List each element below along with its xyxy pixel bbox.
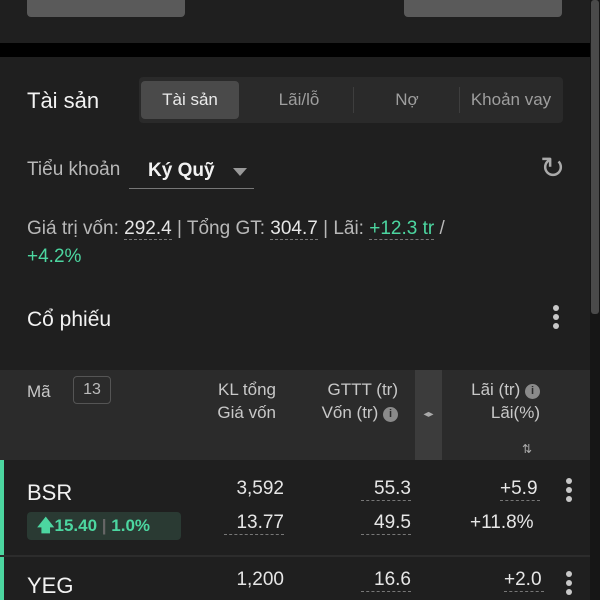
profit-percent: +4.2%	[27, 246, 82, 267]
sort-icon[interactable]: ⇅	[522, 442, 533, 456]
table-header: Mã 13 KL tổng Giá vốn GTTT (tr) Vốn (tr) i…	[0, 370, 590, 460]
row-more-icon[interactable]	[566, 478, 572, 505]
section-title: Tài sản	[27, 88, 100, 113]
tab-loans[interactable]: Khoản vay	[470, 90, 552, 109]
stock-code: BSR	[27, 480, 73, 505]
col-profit[interactable]: Lãi (tr) i Lãi(%)	[471, 380, 540, 422]
row-divider	[0, 555, 590, 557]
summary: Giá trị vốn: 292.4 | Tổng GT: 304.7 | Lã…	[27, 218, 445, 267]
table-row[interactable]: BSR 🡅15.40 | 1.0% 3,592 13.77 55.3 49.5 …	[0, 460, 590, 555]
tab-assets[interactable]: Tài sản	[141, 81, 239, 119]
price-badge: 🡅15.40 | 1.0%	[27, 512, 181, 540]
stocks-title: Cổ phiếu	[27, 308, 112, 331]
chevron-down-icon	[233, 168, 247, 176]
refresh-icon[interactable]: ↻	[540, 152, 566, 185]
account-label: Tiểu khoản	[27, 159, 121, 180]
col-volume[interactable]: KL tổng Giá vốn	[217, 380, 276, 422]
arrow-up-icon: 🡅	[37, 516, 55, 535]
account-value: Ký Quỹ	[148, 160, 215, 181]
tab-debt[interactable]: Nợ	[395, 90, 419, 109]
tab-profit-loss[interactable]: Lãi/lỗ	[278, 90, 320, 109]
capital-value: 292.4	[124, 218, 172, 240]
top-button-right[interactable]	[404, 0, 562, 17]
count-badge: 13	[73, 376, 111, 404]
row-more-icon[interactable]	[566, 571, 572, 598]
divider	[0, 43, 590, 57]
info-icon: i	[525, 384, 540, 399]
column-resize-handle[interactable]: ◂▸	[415, 370, 442, 460]
info-icon: i	[383, 407, 398, 422]
profit-value: +12.3 tr	[369, 218, 435, 240]
col-market-value[interactable]: GTTT (tr) Vốn (tr) i	[321, 380, 398, 422]
more-icon[interactable]	[553, 305, 559, 332]
table-row[interactable]: YEG 1,200 16.6 +2.0	[0, 557, 590, 600]
stock-code: YEG	[27, 573, 74, 598]
top-button-left[interactable]	[27, 0, 185, 17]
total-value: 304.7	[270, 218, 318, 240]
scrollbar-thumb[interactable]	[591, 0, 599, 314]
tab-bar: Tài sản Lãi/lỗ Nợ Khoản vay	[139, 77, 563, 123]
account-select[interactable]: Ký Quỹ	[129, 155, 254, 189]
col-code: Mã	[27, 382, 51, 401]
